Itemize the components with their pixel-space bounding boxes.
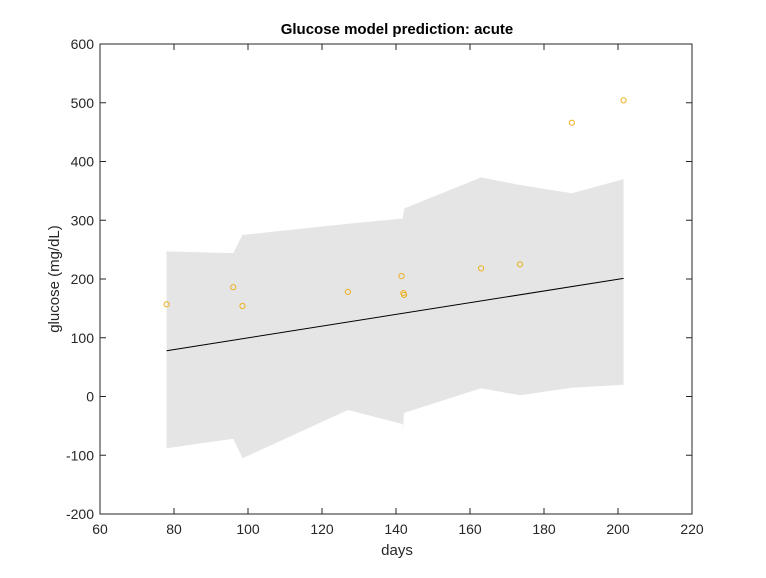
- x-tick-label: 180: [532, 521, 556, 537]
- data-point: [344, 288, 351, 295]
- x-tick-label: 120: [310, 521, 334, 537]
- x-tick-label: 160: [458, 521, 482, 537]
- x-axis-label: days: [381, 542, 413, 559]
- data-point: [239, 302, 246, 310]
- x-tick-label: 140: [384, 521, 408, 537]
- y-tick-label: -100: [66, 447, 94, 463]
- data-point: [163, 301, 170, 308]
- x-tick-label: 60: [92, 521, 108, 537]
- model-line-layer: [166, 277, 624, 352]
- x-tick-label: 80: [166, 521, 182, 537]
- prediction-band: [166, 177, 624, 459]
- y-axis-label: glucose (mg/dL): [46, 225, 63, 333]
- x-tick-label: 100: [236, 521, 260, 537]
- y-tick-label: 0: [86, 389, 94, 405]
- x-tick-label: 220: [680, 521, 704, 537]
- observation-points-layer: [163, 97, 627, 310]
- chart-title: Glucose model prediction: acute: [281, 21, 514, 38]
- y-tick-label: 600: [71, 36, 95, 52]
- data-point: [516, 261, 524, 268]
- y-tick-label: 100: [71, 330, 95, 346]
- y-tick-label: 500: [71, 95, 95, 111]
- model-prediction-line: [166, 277, 624, 352]
- x-tick-label: 200: [606, 521, 630, 537]
- y-axis-ticks: -200 -100 0 100 200 300 400 500 600: [66, 36, 692, 522]
- data-point: [478, 265, 485, 272]
- y-tick-label: 200: [71, 271, 95, 287]
- data-point: [568, 119, 575, 126]
- prediction-band-layer: [166, 177, 624, 459]
- y-tick-label: 400: [71, 154, 95, 170]
- y-tick-label: 300: [71, 212, 95, 228]
- data-point: [401, 291, 408, 298]
- x-axis-ticks: 60 80 100 120 140 160 180 200 220: [92, 44, 704, 537]
- data-point: [230, 284, 237, 291]
- data-point: [620, 97, 627, 104]
- data-point: [398, 273, 405, 280]
- y-tick-label: -200: [66, 506, 94, 522]
